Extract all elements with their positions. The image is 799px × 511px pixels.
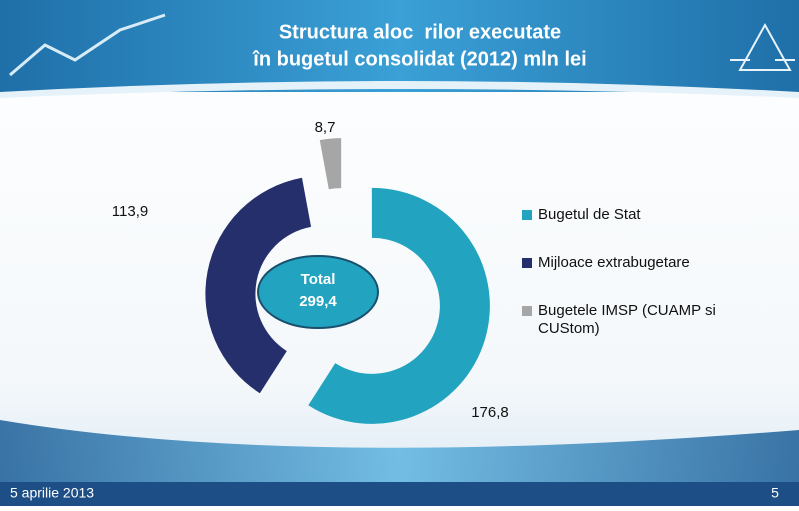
donut-slice: [205, 177, 312, 394]
legend-swatch: [522, 258, 532, 268]
footer-bar: [0, 482, 799, 506]
legend-swatch: [522, 210, 532, 220]
legend-label: Bugetul de Stat: [538, 206, 641, 223]
legend-label: Mijloace extrabugetare: [538, 254, 690, 271]
legend-swatch: [522, 306, 532, 316]
total-label: 299,4: [299, 293, 337, 310]
title-line: în bugetul consolidat (2012) mln lei: [252, 48, 586, 70]
header-band: [0, 0, 799, 92]
header-edge: [0, 81, 799, 98]
legend-label: Bugetele IMSP (CUAMP si CUStom): [538, 302, 716, 337]
header-arrow: [9, 13, 166, 77]
donut-chart: 176,8 113,9 8,7 Total 299,4 Bugetul de Stat Mi…: [112, 119, 716, 424]
center-ellipse: [257, 255, 379, 329]
donut-slice: [319, 138, 342, 190]
header-scale-icon: [730, 22, 795, 71]
slice-label: 8,7: [315, 119, 336, 136]
donut-slice: [308, 187, 490, 424]
page-number: 5: [771, 485, 779, 501]
center-label: Total: [301, 271, 336, 288]
title-line: Structura aloc rilor executate: [279, 21, 561, 43]
slice-label: 176,8: [471, 404, 509, 421]
bottom-swoosh: [0, 420, 799, 482]
footer-date: 5 aprilie 2013: [10, 485, 94, 501]
slice-label: 113,9: [112, 203, 148, 220]
